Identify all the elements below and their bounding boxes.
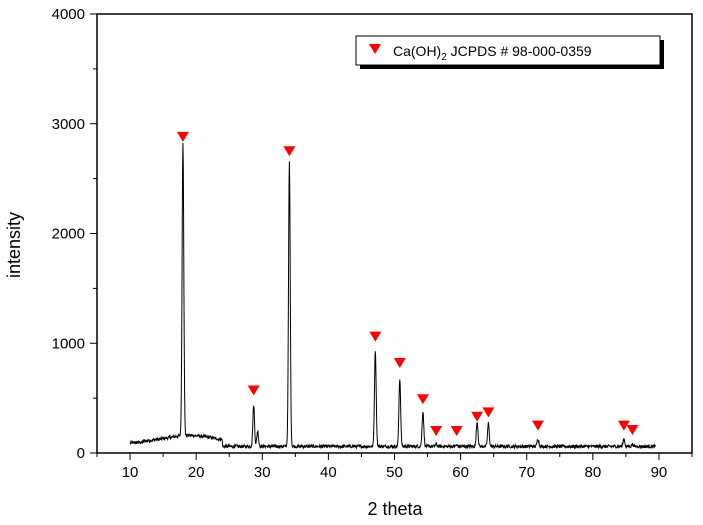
plot-area [129, 131, 656, 450]
x-tick-label: 40 [320, 464, 337, 481]
peak-marker-12 [626, 424, 639, 435]
legend-label: Ca(OH)2 JCPDS # 98-000-0359 [393, 43, 592, 63]
x-tick-label: 90 [651, 464, 668, 481]
peak-marker-2 [283, 146, 296, 157]
y-tick-label: 2000 [52, 226, 85, 243]
y-axis-title: intensity [4, 212, 24, 278]
peak-marker-4 [393, 358, 406, 369]
legend-label-subscript: 2 [441, 52, 447, 63]
peak-marker-9 [482, 407, 495, 418]
x-tick-label: 70 [518, 464, 535, 481]
xrd-series-line [129, 142, 656, 450]
x-tick-label: 80 [584, 464, 601, 481]
x-tick-label: 10 [122, 464, 139, 481]
peak-marker-1 [247, 385, 260, 396]
legend-label-rest: JCPDS # 98-000-0359 [447, 43, 592, 59]
legend-marker-icon [369, 44, 381, 54]
peak-marker-6 [430, 426, 443, 437]
peak-marker-8 [471, 411, 484, 422]
legend-box [355, 35, 661, 66]
y-tick-label: 4000 [52, 6, 85, 23]
x-tick-label: 30 [254, 464, 271, 481]
peak-marker-0 [176, 131, 189, 142]
x-axis-title: 2 theta [367, 499, 423, 519]
peak-marker-7 [450, 426, 463, 437]
x-tick-label: 50 [386, 464, 403, 481]
y-tick-label: 0 [77, 445, 85, 462]
y-tick-label: 3000 [52, 116, 85, 133]
peak-marker-10 [531, 420, 544, 431]
x-tick-label: 60 [452, 464, 469, 481]
peak-marker-3 [369, 331, 382, 342]
y-tick-label: 1000 [52, 335, 85, 352]
plot-frame [96, 13, 693, 454]
peak-marker-5 [416, 394, 429, 405]
peak-marker-11 [617, 420, 630, 431]
axes: 10 20 30 40 50 60 70 80 90 0 1000 2000 3000 4000 [52, 6, 693, 481]
legend-label-main: Ca(OH) [393, 43, 441, 59]
x-tick-label: 20 [188, 464, 205, 481]
legend: Ca(OH)2 JCPDS # 98-000-0359 [355, 35, 664, 69]
